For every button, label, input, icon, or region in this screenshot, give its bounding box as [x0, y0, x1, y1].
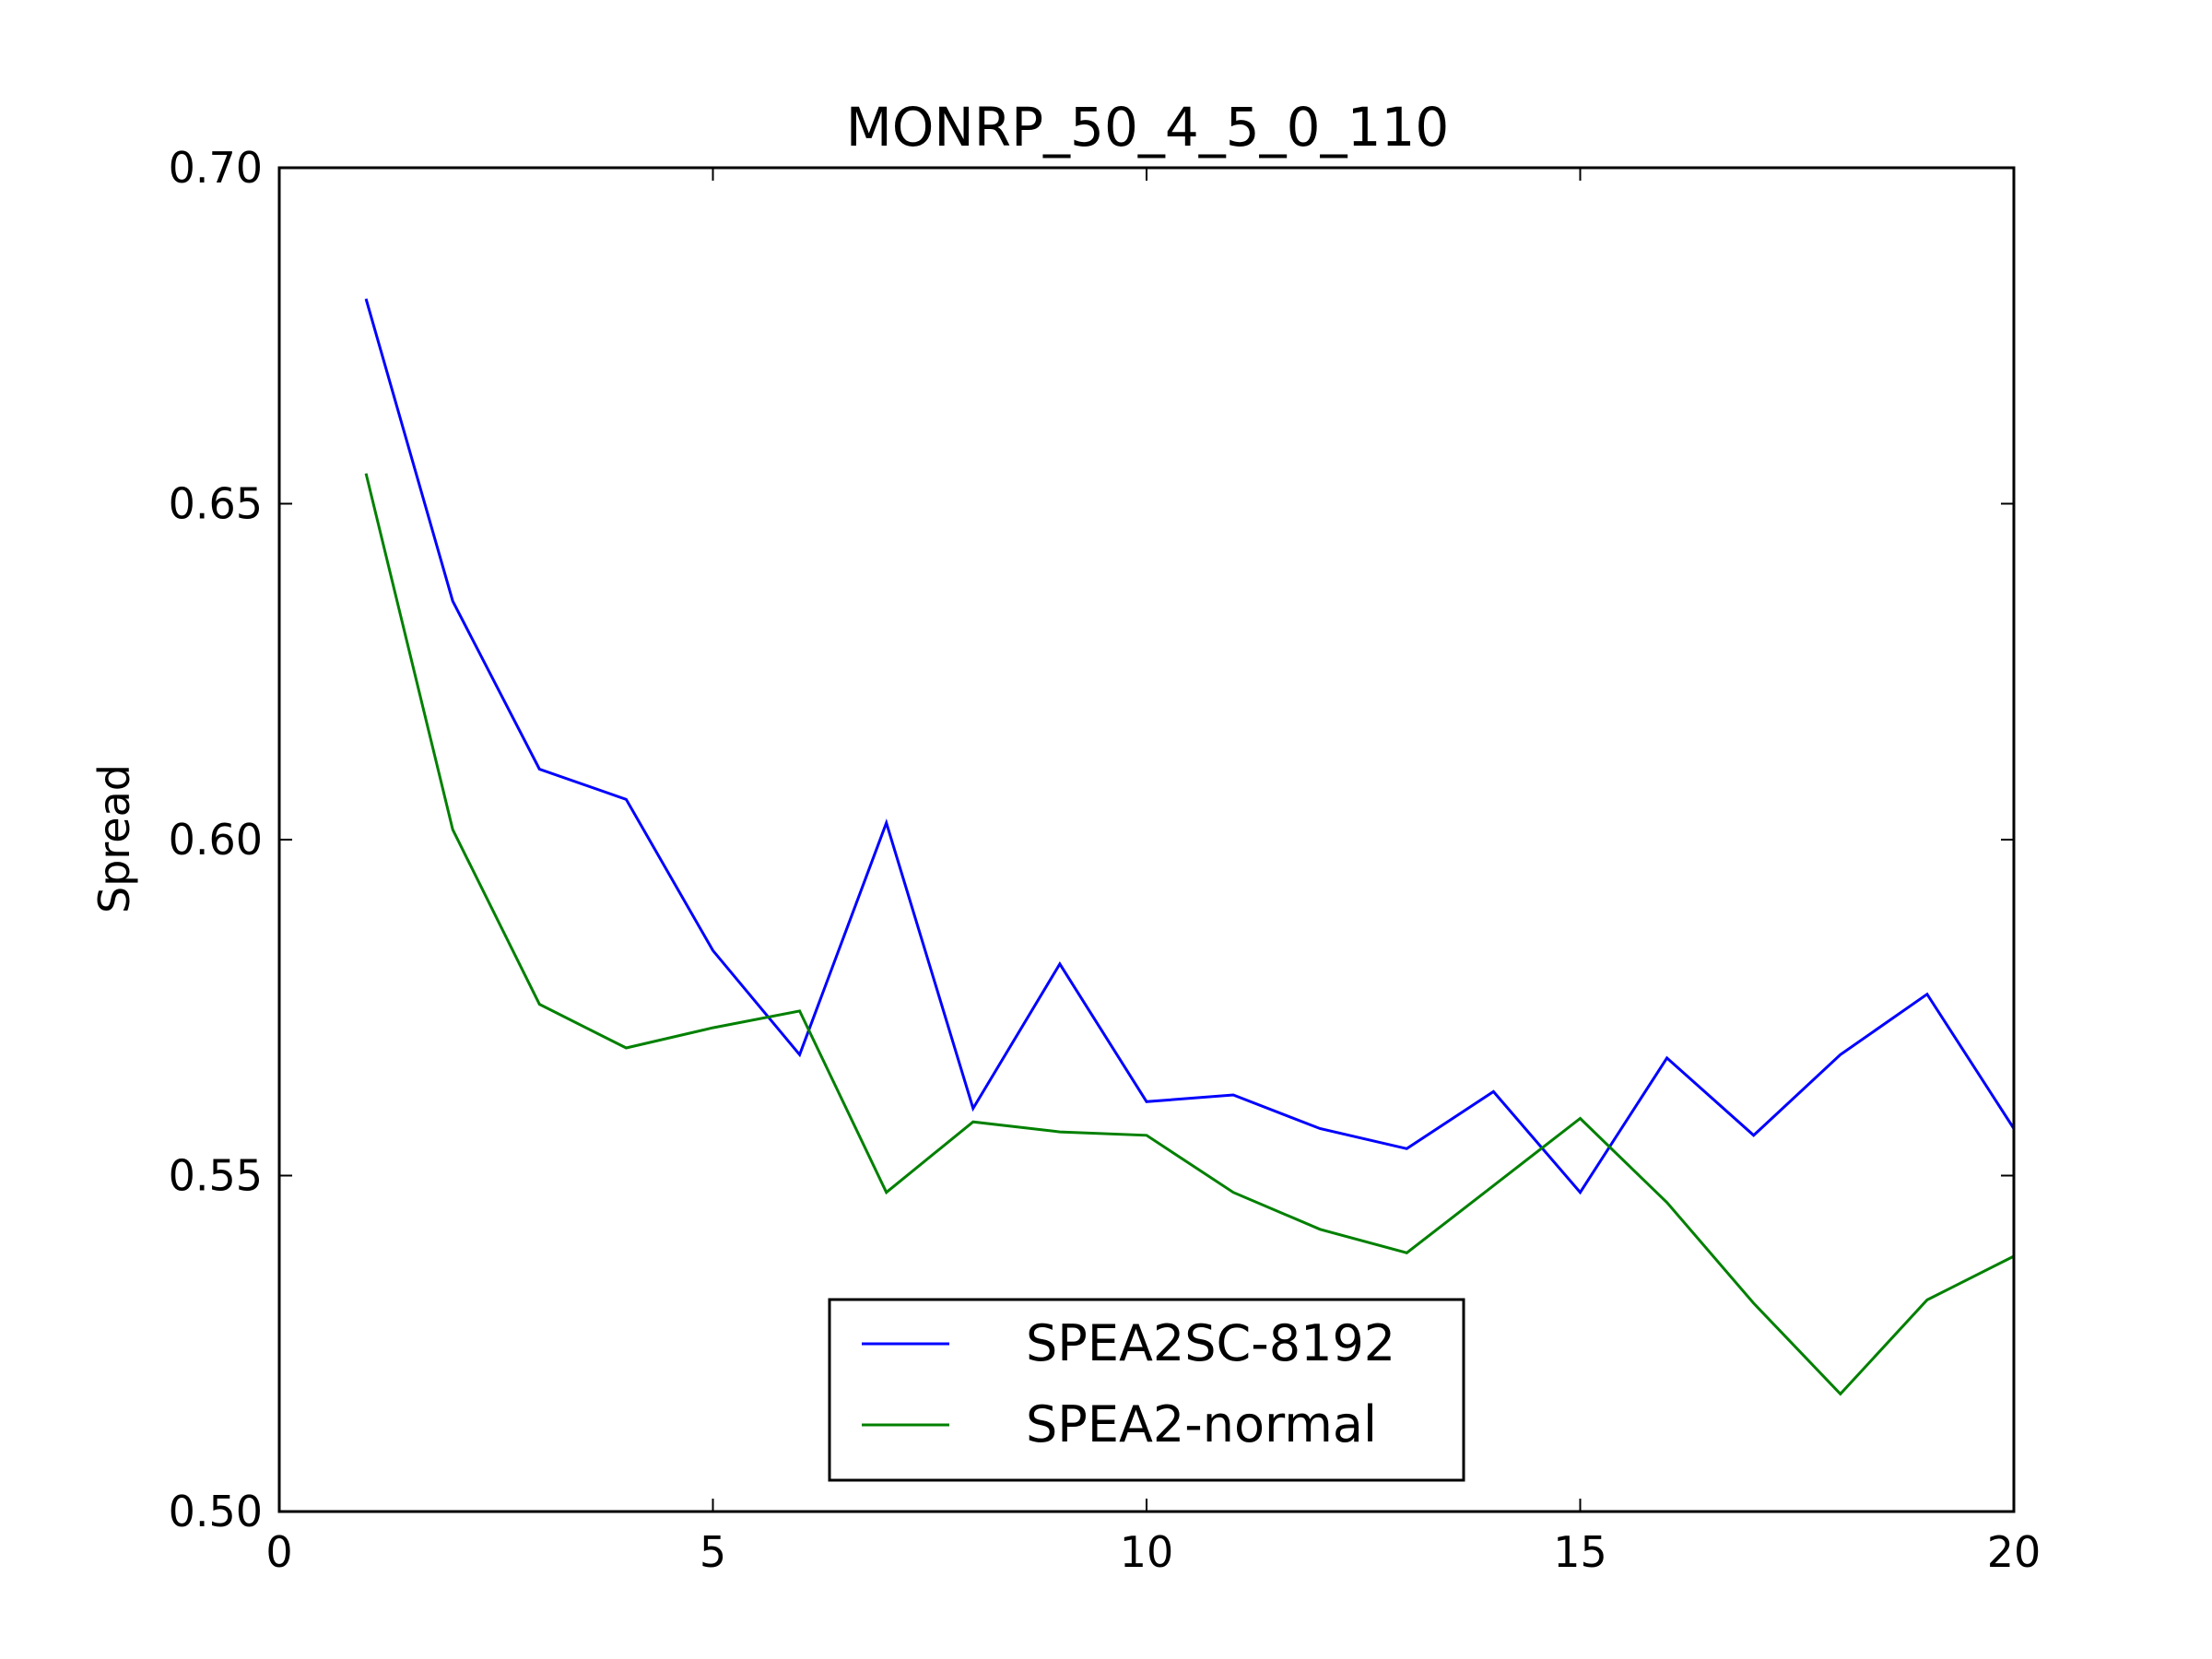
x-tick-label: 5 [700, 1527, 726, 1577]
x-tick-label: 10 [1120, 1527, 1174, 1577]
x-tick-label: 20 [1987, 1527, 2041, 1577]
y-tick-label: 0.55 [169, 1151, 263, 1201]
legend-box [828, 1298, 1465, 1482]
series-line-spea2sc-8192 [364, 298, 2016, 1195]
y-axis-title: Spread [89, 764, 139, 913]
x-tick-label: 0 [265, 1527, 292, 1577]
legend-label-spea2-normal: SPEA2-normal [1026, 1395, 1377, 1453]
series-line-spea2-normal [364, 473, 2015, 1396]
y-tick-label: 0.50 [169, 1487, 263, 1536]
legend: SPEA2SC-8192 SPEA2-normal [828, 1298, 1465, 1482]
y-tick-label: 0.65 [169, 479, 263, 529]
chart-title: MONRP_50_4_5_0_110 [846, 96, 1450, 159]
plot-area: 0 5 10 15 20 0.50 0.55 0.60 0.65 0.70 [169, 143, 2041, 1577]
x-tick-label: 15 [1553, 1527, 1607, 1577]
y-tick-label: 0.60 [169, 815, 263, 865]
legend-label-spea2sc-8192: SPEA2SC-8192 [1026, 1314, 1395, 1372]
y-tick-label: 0.70 [169, 143, 263, 193]
